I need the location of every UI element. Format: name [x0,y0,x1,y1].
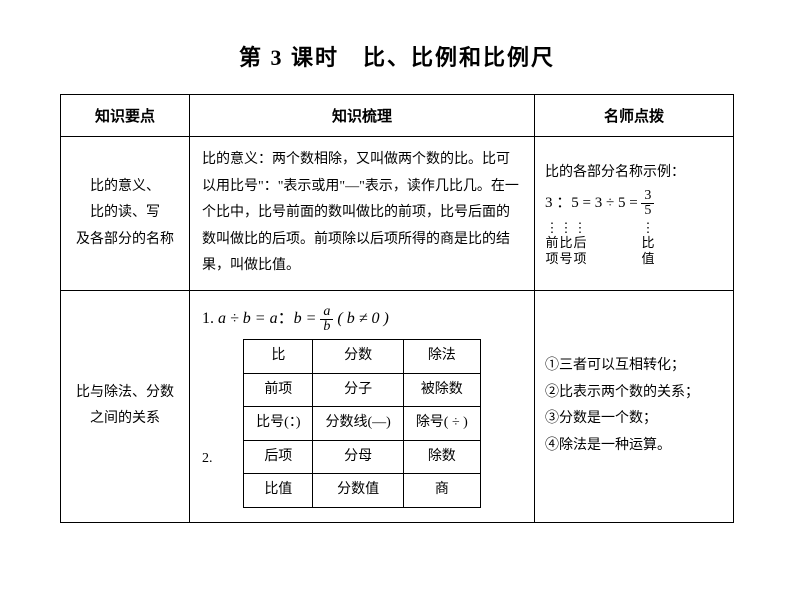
header-row: 知识要点 知识梳理 名师点拨 [61,95,734,137]
eq-labels: ⋮前项 ⋮比号 ⋮后项 ⋮比值 [545,220,723,267]
row-meaning-body: 比的意义：两个数相除，又叫做两个数的比。比可以用比号"："表示或用"—"表示，读… [190,137,535,291]
main-table: 知识要点 知识梳理 名师点拨 比的意义、 比的读、写 及各部分的名称 比的意义：… [60,94,734,523]
row-relation-body: 1. a ÷ b = a：b = ab ( b ≠ 0 ) 2. 比 分数 除法… [190,290,535,522]
tip3: ③分数是一个数； [545,406,723,433]
row-relation-l2: 之间的关系 [90,411,160,426]
row-meaning-l2: 比的读、写 [90,205,160,220]
row-relation-label: 比与除法、分数 之间的关系 [61,290,190,522]
page: 第 3 课时 比、比例和比例尺 知识要点 知识梳理 名师点拨 比的意义、 比的读… [0,0,794,563]
lab-bizhi: 比值 [641,235,654,266]
header-summary: 知识梳理 [190,95,535,137]
eq-fraction: 35 [641,189,654,218]
tip2: ②比表示两个数的关系； [545,380,723,407]
row-relation-l1: 比与除法、分数 [76,385,174,400]
row-meaning-l1: 比的意义、 [90,179,160,194]
row-relation-tip: ①三者可以互相转化； ②比表示两个数的关系； ③分数是一个数； ④除法是一种运算… [535,290,734,522]
lab-qian: 前项 [545,235,558,266]
ih3: 除法 [403,339,480,373]
tip-title: 比的各部分名称示例： [545,160,723,187]
lesson-title: 第 3 课时 比、比例和比例尺 [60,40,734,72]
row-meaning-tip: 比的各部分名称示例： 3 ：5 = 3 ÷ 5 = 35 ⋮前项 ⋮比号 ⋮后项… [535,137,734,291]
row-relation: 比与除法、分数 之间的关系 1. a ÷ b = a：b = ab ( b ≠ … [61,290,734,522]
tip4: ④除法是一种运算。 [545,433,723,460]
tip1: ①三者可以互相转化； [545,353,723,380]
header-points: 知识要点 [61,95,190,137]
row-meaning-l3: 及各部分的名称 [76,232,174,247]
item-2-num: 2. [202,445,389,473]
row-meaning-label: 比的意义、 比的读、写 及各部分的名称 [61,137,190,291]
eq-lhs: 3 ：5 = 3 ÷ 5 = [545,195,641,211]
header-tips: 名师点拨 [535,95,734,137]
row-meaning: 比的意义、 比的读、写 及各部分的名称 比的意义：两个数相除，又叫做两个数的比。… [61,137,734,291]
lab-bihao: 比号 [559,235,572,266]
formula-1: 1. a ÷ b = a：b = ab ( b ≠ 0 ) [202,303,389,335]
list-numbers: 1. a ÷ b = a：b = ab ( b ≠ 0 ) 2. [202,303,389,473]
lab-hou: 后项 [573,235,586,266]
example-equation: 3 ：5 = 3 ÷ 5 = 35 ⋮前项 ⋮比号 ⋮后项 ⋮比值 [545,189,723,267]
